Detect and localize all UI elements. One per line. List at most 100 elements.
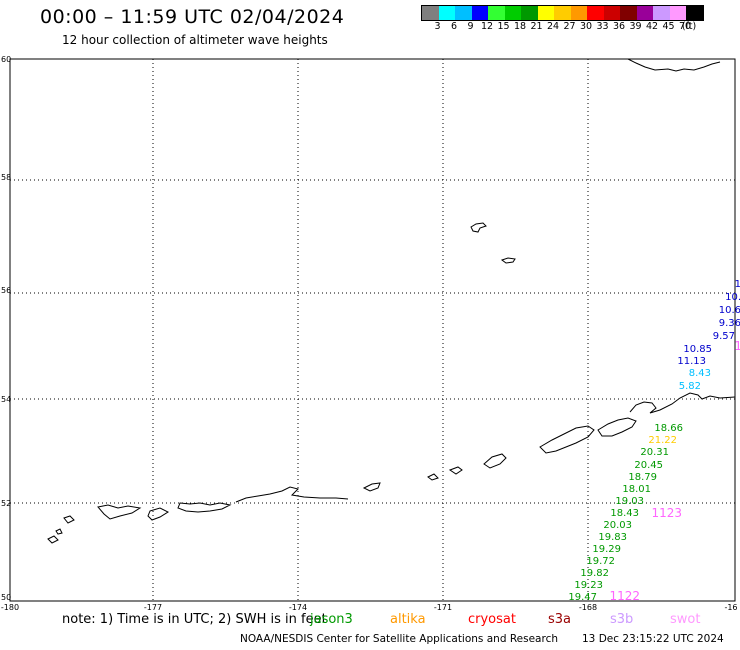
wave-height-label: 18.66 xyxy=(654,423,683,434)
atka-island xyxy=(362,482,381,492)
legend-label: 18 xyxy=(513,21,527,32)
lon-label: -171 xyxy=(434,603,452,612)
unimak-island xyxy=(597,417,637,437)
alaska-peninsula-coast xyxy=(629,392,736,414)
wave-height-label: 18.01 xyxy=(622,484,651,495)
wave-height-label: 19.23 xyxy=(574,580,603,591)
legend-swatch xyxy=(636,6,653,20)
legend-swatch xyxy=(587,6,604,20)
color-scale-labels: 3 6 9 12 15 18 21 24 27 30 33 36 39 42 45 70 (ft) xyxy=(421,21,740,33)
legend-label: 27 xyxy=(563,21,576,32)
legend-label: (ft) xyxy=(681,21,697,32)
legend-swatch xyxy=(653,6,670,20)
wave-height-label: 20.31 xyxy=(640,447,669,458)
wave-height-label: 19.83 xyxy=(598,532,627,543)
islands-of-four-mountains xyxy=(427,473,439,481)
lat-label: 50 xyxy=(1,593,11,602)
wave-height-label: 10. xyxy=(725,292,740,303)
unalaska-island xyxy=(539,425,595,454)
legend-swatch xyxy=(537,6,554,20)
legend-swatch xyxy=(455,6,472,20)
commander-islands xyxy=(47,535,59,544)
legend-label: 21 xyxy=(530,21,543,32)
color-scale-legend xyxy=(421,5,704,21)
satellite-name: altika xyxy=(390,612,426,627)
legend-label: 15 xyxy=(497,21,510,32)
wave-height-label: 19.29 xyxy=(592,544,621,555)
lon-label: -16 xyxy=(724,603,737,612)
wave-height-label: 19.03 xyxy=(615,496,644,507)
lon-label: -180 xyxy=(1,603,19,612)
legend-swatch xyxy=(438,6,455,20)
wave-height-observations: 110.10.69.369.57110.8511.138.435.8218.66… xyxy=(568,279,740,603)
legend-label: 39 xyxy=(629,21,642,32)
legend-label: 33 xyxy=(596,21,609,32)
commander-islands xyxy=(55,528,63,535)
legend-label: 30 xyxy=(579,21,593,32)
satellite-name: s3b xyxy=(610,612,634,627)
legend-label: 6 xyxy=(450,21,458,32)
legend-label: 36 xyxy=(612,21,626,32)
wave-height-label: 1123 xyxy=(651,506,682,520)
wave-height-label: 5.82 xyxy=(679,381,701,392)
legend-label: 9 xyxy=(467,21,474,32)
legend-swatch xyxy=(686,6,703,20)
wave-height-label: 20.45 xyxy=(634,460,663,471)
legend-swatch xyxy=(504,6,521,20)
legend-swatch xyxy=(554,6,571,20)
wave-height-label: 9.57 xyxy=(713,331,735,342)
lon-label: -174 xyxy=(289,603,307,612)
rat-islands xyxy=(147,507,170,521)
umnak-island xyxy=(483,453,507,469)
islands-of-four-mountains xyxy=(448,466,463,475)
generated-date: 13 Dec 23:15:22 UTC 2024 xyxy=(582,633,724,645)
wave-height-label: 19.82 xyxy=(580,568,609,579)
legend-swatch xyxy=(521,6,538,20)
lat-label: 60 xyxy=(1,55,11,64)
map-frame xyxy=(9,58,736,602)
legend-swatch xyxy=(669,6,686,20)
wave-height-label: 19.47 xyxy=(568,592,597,603)
pribilof-island xyxy=(470,222,487,233)
legend-swatch xyxy=(570,6,587,20)
wave-height-label: 11.13 xyxy=(677,356,706,367)
wave-height-label: 10.85 xyxy=(683,344,712,355)
wave-height-label: 10.6 xyxy=(719,305,740,316)
lat-label: 58 xyxy=(1,173,11,182)
lat-label: 54 xyxy=(1,395,11,404)
page-title: 00:00 – 11:59 UTC 02/04/2024 xyxy=(40,6,345,28)
wave-height-label: 20.03 xyxy=(603,520,632,531)
wave-height-label: 19.72 xyxy=(586,556,615,567)
legend-swatch xyxy=(488,6,505,20)
alaska-mainland-coast xyxy=(627,58,721,72)
legend-swatch xyxy=(471,6,488,20)
credit-line: NOAA/NESDIS Center for Satellite Applica… xyxy=(240,633,558,645)
legend-label: 45 xyxy=(662,21,675,32)
graticule xyxy=(10,59,735,601)
satellite-name: swot xyxy=(670,612,701,627)
legend-label: 70 xyxy=(678,21,692,32)
wave-height-label: 1 xyxy=(735,279,740,290)
lon-label: -177 xyxy=(144,603,162,612)
wave-height-label: 1 xyxy=(734,339,740,353)
near-islands xyxy=(97,504,142,520)
near-islands xyxy=(63,515,75,524)
wave-height-label: 18.43 xyxy=(610,508,639,519)
wave-height-label: 1122 xyxy=(609,589,640,603)
satellite-name: cryosat xyxy=(468,612,516,627)
legend-label: 42 xyxy=(645,21,659,32)
lon-label: -168 xyxy=(579,603,597,612)
lat-label: 56 xyxy=(1,286,11,295)
legend-swatch xyxy=(422,6,439,20)
legend-swatch xyxy=(603,6,620,20)
legend-label: 24 xyxy=(546,21,560,32)
pribilof-island xyxy=(500,257,516,264)
wave-height-label: 18.79 xyxy=(628,472,657,483)
wave-height-label: 21.22 xyxy=(648,435,677,446)
legend-label: 12 xyxy=(480,21,494,32)
legend-swatch xyxy=(620,6,637,20)
lat-label: 52 xyxy=(1,499,11,508)
wave-height-label: 9.36 xyxy=(719,318,740,329)
